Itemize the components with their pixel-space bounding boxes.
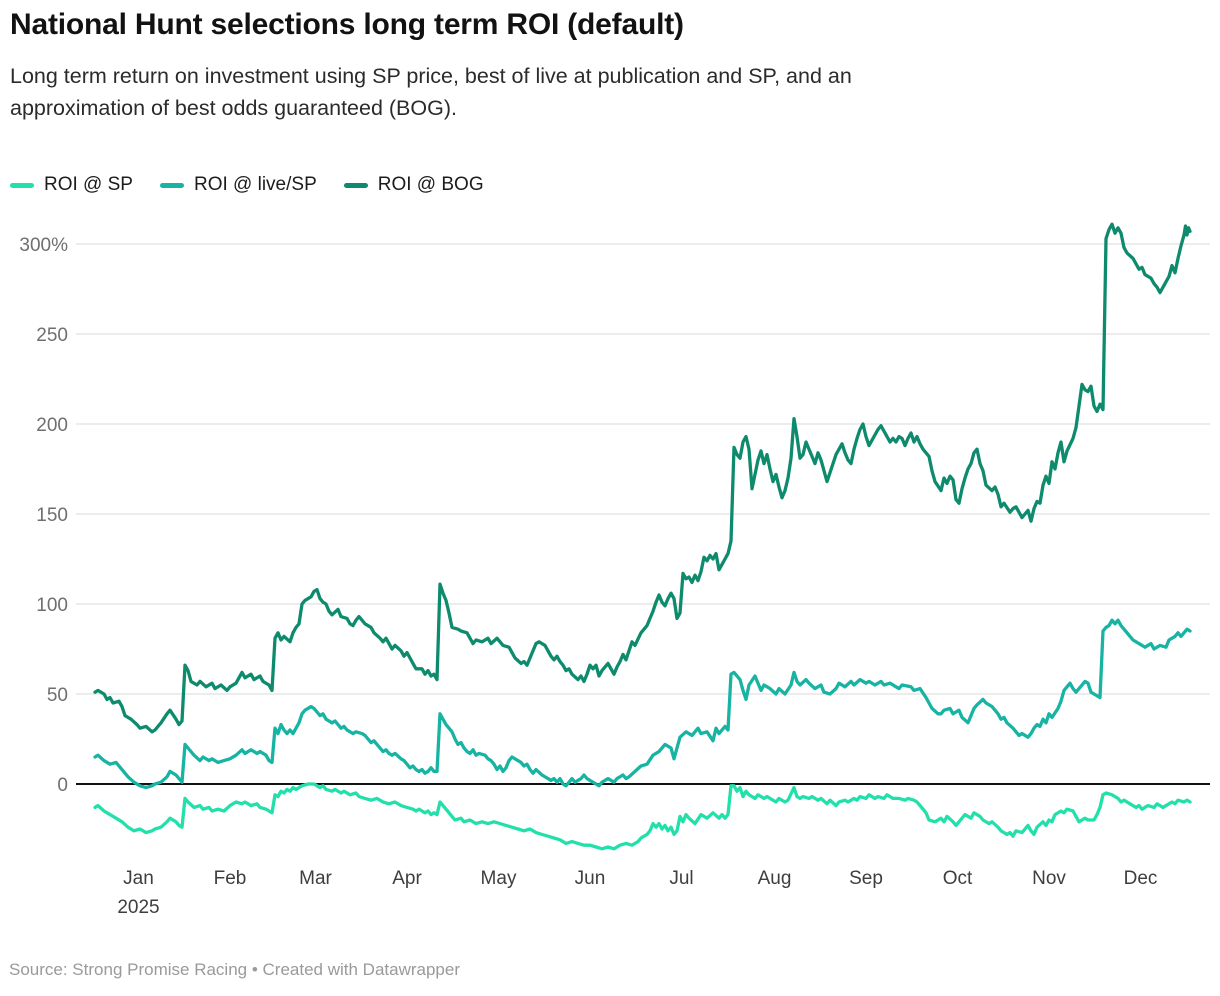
y-axis-tick-300: 300% <box>19 235 68 256</box>
series-line-roi-bog <box>93 222 1192 734</box>
legend: ROI @ SP ROI @ live/SP ROI @ BOG <box>10 174 484 196</box>
y-axis-tick-150: 150 <box>36 505 68 526</box>
legend-label-roi-bog: ROI @ BOG <box>377 174 484 195</box>
chart-header: National Hunt selections long term ROI (… <box>10 6 1210 124</box>
x-axis-month-jun: Jun <box>575 868 606 889</box>
legend-item-roi-bog: ROI @ BOG <box>343 174 484 196</box>
page-title: National Hunt selections long term ROI (… <box>10 8 684 41</box>
x-axis-month-oct: Oct <box>943 868 973 889</box>
x-axis-month-jan: Jan <box>123 868 154 889</box>
legend-swatch-roi-sp <box>10 182 34 188</box>
series-line-roi-live-sp <box>93 618 1192 790</box>
x-axis-month-mar: Mar <box>299 868 332 889</box>
x-axis-month-aug: Aug <box>758 868 792 889</box>
x-axis-month-sep: Sep <box>849 868 883 889</box>
x-axis-month-apr: Apr <box>392 868 422 889</box>
series-lines <box>93 222 1192 851</box>
y-axis-tick-250: 250 <box>36 325 68 346</box>
x-axis-year-label: 2025 <box>117 897 159 918</box>
series-line-roi-sp <box>93 782 1192 851</box>
legend-swatch-roi-live-sp <box>159 182 184 188</box>
y-axis-tick-0: 0 <box>57 775 68 796</box>
x-axis-month-jul: Jul <box>669 868 693 889</box>
legend-item-roi-sp: ROI @ SP <box>10 174 133 196</box>
chart-description: Long term return on investment using SP … <box>10 60 1210 125</box>
legend-label-roi-live-sp: ROI @ live/SP <box>193 174 317 195</box>
y-axis-tick-50: 50 <box>47 685 68 706</box>
axis-labels: 0 50 100 150 200 250 300% Jan Feb Mar Apr May Jun Jul… <box>19 235 1157 918</box>
legend-item-roi-live-sp: ROI @ live/SP <box>159 174 317 196</box>
source-attribution: Source: Strong Promise Racing • Created … <box>9 960 460 979</box>
x-axis-month-may: May <box>481 868 517 889</box>
legend-swatch-roi-bog <box>343 182 368 188</box>
description-line-2: approximation of best odds guaranteed (B… <box>10 95 457 120</box>
y-axis-tick-100: 100 <box>36 595 68 616</box>
description-line-1: Long term return on investment using SP … <box>10 63 852 88</box>
x-axis-month-nov: Nov <box>1032 868 1066 889</box>
x-axis-month-feb: Feb <box>214 868 247 889</box>
legend-label-roi-sp: ROI @ SP <box>44 174 133 195</box>
x-axis-month-dec: Dec <box>1124 868 1158 889</box>
gridlines <box>76 243 1210 785</box>
y-axis-tick-200: 200 <box>36 415 68 436</box>
